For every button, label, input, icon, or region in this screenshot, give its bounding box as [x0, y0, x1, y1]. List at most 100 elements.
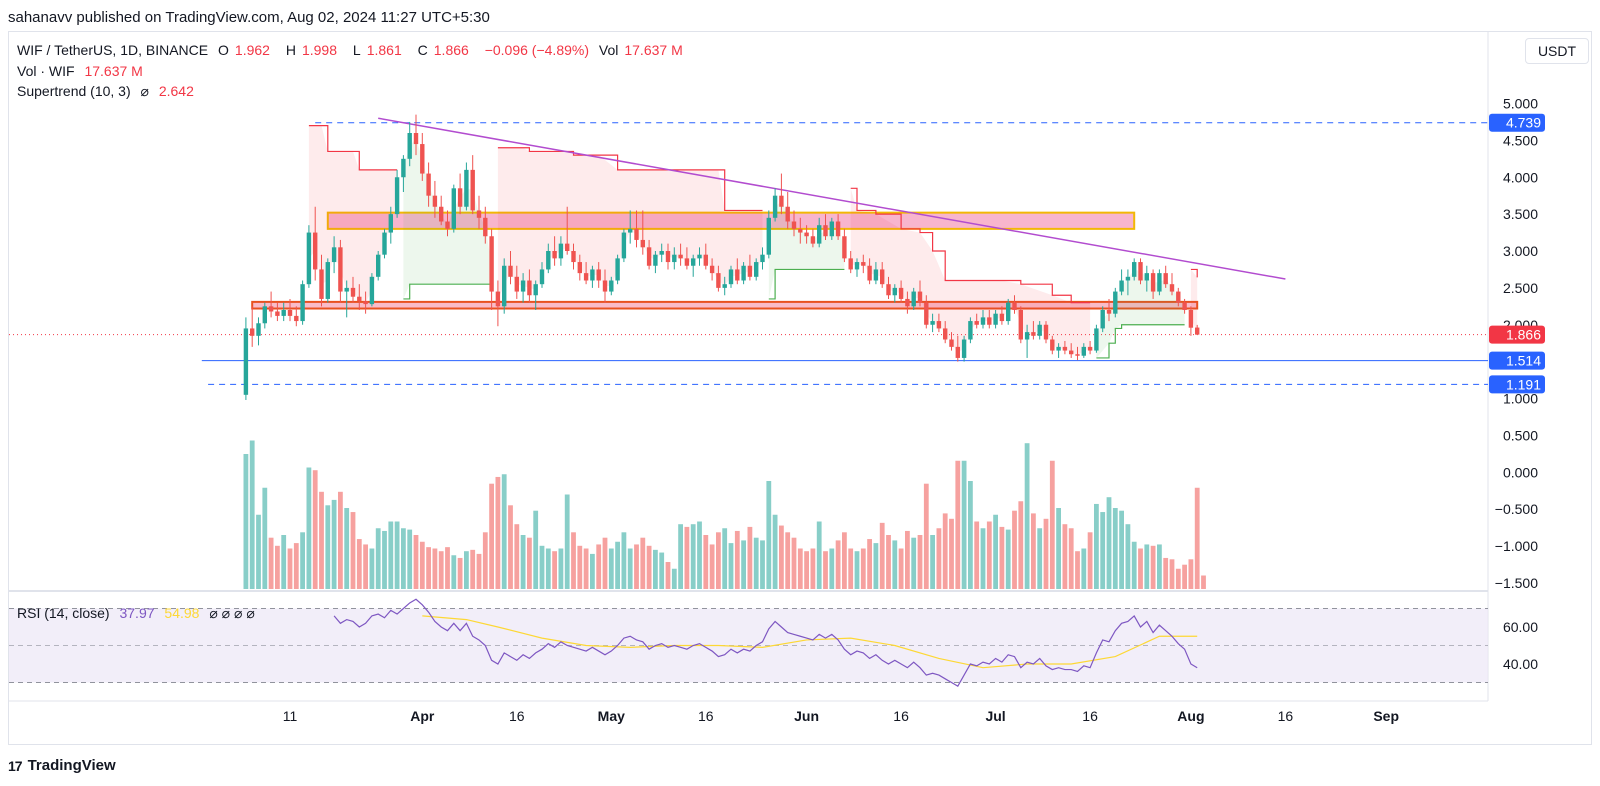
candle-body: [835, 221, 841, 237]
time-axis-tick: Jul: [985, 708, 1005, 724]
candle-body: [483, 217, 488, 237]
volume-bar: [558, 548, 564, 589]
candle-body: [741, 265, 746, 281]
candle-body: [583, 273, 589, 281]
volume-bar: [564, 494, 570, 589]
time-axis-tick: Aug: [1177, 708, 1204, 724]
candle-body: [917, 291, 923, 303]
volume-bar: [590, 553, 595, 589]
volume-bar: [842, 532, 847, 589]
candle-body: [955, 346, 960, 358]
candle-body: [1043, 324, 1049, 340]
candle-body: [1106, 310, 1112, 314]
candle-body: [628, 228, 633, 233]
candle-body: [621, 232, 627, 259]
volume-bar: [690, 524, 696, 589]
volume-bar: [634, 544, 639, 589]
candle-body: [672, 254, 677, 263]
volume-bar: [974, 521, 980, 589]
volume-bar: [980, 528, 986, 589]
volume-bar: [747, 526, 753, 589]
volume-bar: [470, 549, 476, 589]
supertrend-hidden-icon[interactable]: ⌀: [140, 83, 149, 99]
volume-bar: [810, 548, 816, 589]
supertrend-line: [403, 283, 492, 300]
candle-body: [413, 133, 419, 145]
candle-body: [514, 276, 519, 292]
volume-bar: [766, 481, 772, 589]
candle-body: [716, 273, 721, 288]
volume-bar: [823, 551, 828, 589]
volume-bar: [394, 521, 400, 589]
symbol-name[interactable]: WIF / TetherUS, 1D, BINANCE: [17, 42, 209, 58]
volume-indicator-label: Vol · WIF: [17, 63, 75, 79]
candle-body: [445, 221, 450, 229]
supertrend-line: [1190, 268, 1198, 278]
candle-body: [785, 206, 790, 222]
volume-bar: [287, 548, 293, 589]
volume-bar: [1094, 503, 1099, 589]
volume-bar: [338, 491, 343, 589]
candle-body: [1157, 273, 1162, 292]
supertrend-line: [768, 268, 845, 300]
candle-body: [760, 254, 765, 263]
supertrend-fill: [403, 138, 492, 299]
volume-bar: [300, 532, 305, 589]
supertrend-line: [850, 187, 1091, 304]
candle-body: [936, 321, 942, 329]
candle-body: [565, 243, 570, 251]
volume-bar: [1163, 557, 1169, 589]
candle-body: [703, 254, 708, 266]
candle-body: [1163, 273, 1168, 285]
price-label-tag: [1489, 375, 1545, 394]
candle-body: [1182, 302, 1187, 310]
rsi-axis-tick: 40.00: [1503, 656, 1538, 672]
volume-bar: [1144, 544, 1150, 589]
volume-bar: [608, 548, 614, 589]
candle-body: [898, 287, 904, 299]
candle-body: [495, 291, 501, 307]
volume-bar: [860, 548, 866, 589]
volume-bar: [457, 557, 463, 589]
chart-canvas[interactable]: 5.0004.5004.0003.5003.0002.5002.0001.500…: [9, 32, 1593, 746]
price-axis-tick: 3.000: [1503, 243, 1538, 259]
publisher-line: sahanavv published on TradingView.com, A…: [8, 9, 490, 26]
candle-body: [1119, 280, 1124, 292]
volume-bar: [1075, 551, 1080, 589]
candle-body: [691, 258, 696, 266]
volume-bar: [539, 545, 545, 589]
volume-bar: [243, 454, 249, 589]
rsi-legend[interactable]: RSI (14, close) 37.97 54.98 ⌀ ⌀ ⌀ ⌀: [17, 605, 261, 622]
candle-body: [313, 232, 318, 270]
volume-bar: [930, 535, 935, 589]
currency-button[interactable]: USDT: [1525, 38, 1589, 64]
supertrend-legend[interactable]: Supertrend (10, 3) ⌀ 2.642: [17, 83, 200, 100]
time-axis-tick: May: [598, 708, 625, 724]
volume-bar: [734, 530, 740, 589]
volume-bar: [797, 548, 803, 589]
candle-body: [1056, 346, 1061, 351]
volume-bar: [602, 537, 608, 589]
volume-bar: [678, 524, 683, 589]
volume-bar: [508, 505, 513, 589]
volume-bar: [482, 532, 488, 589]
tradingview-brand[interactable]: 17 TradingView: [8, 757, 116, 774]
price-axis-tick: −1.500: [1495, 575, 1538, 591]
volume-bar: [1201, 575, 1206, 589]
candle-body: [1062, 346, 1068, 351]
candle-body: [457, 188, 463, 207]
volume-bar: [772, 514, 778, 589]
volume-legend[interactable]: Vol · WIF 17.637 M: [17, 63, 149, 79]
price-axis-tick: 0.500: [1503, 427, 1538, 443]
candle-body: [319, 269, 324, 299]
time-axis-tick: 16: [893, 708, 909, 724]
volume-bar: [955, 460, 961, 589]
candle-body: [275, 311, 280, 316]
candle-body: [867, 265, 872, 281]
supertrend-fill: [850, 188, 1091, 355]
candle-body: [590, 269, 595, 281]
price-label-tag: [1489, 113, 1545, 132]
candle-body: [1087, 346, 1093, 351]
candle-body: [665, 251, 671, 263]
volume-bar: [804, 551, 809, 589]
